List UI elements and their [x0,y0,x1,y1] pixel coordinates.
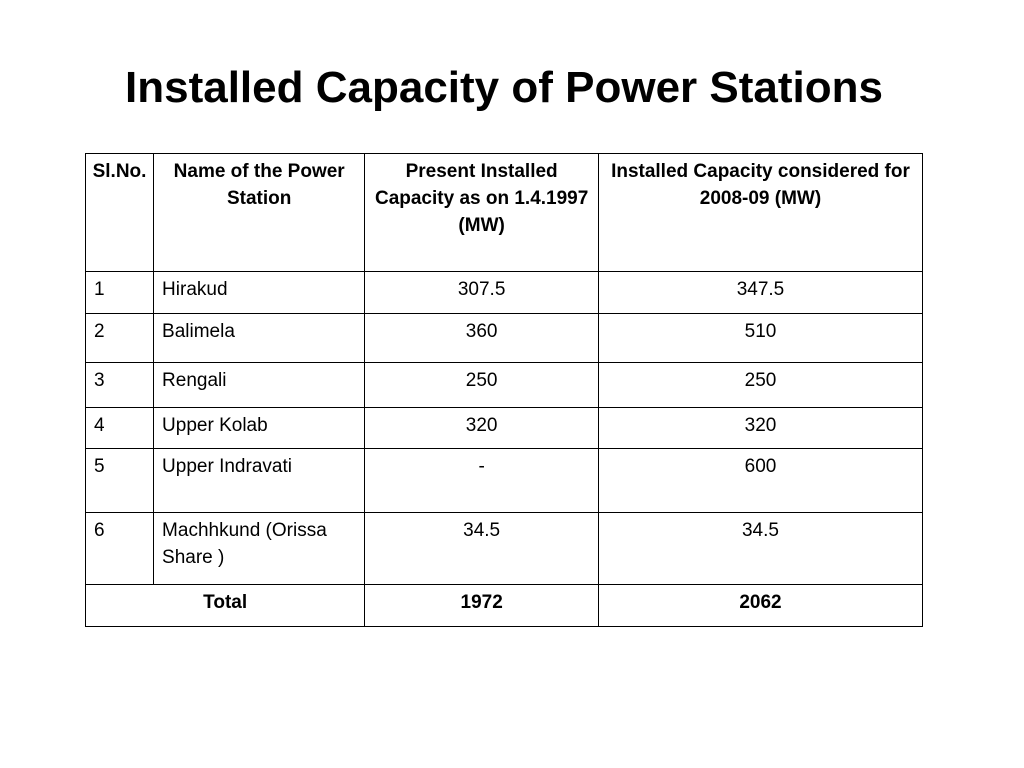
header-present-capacity: Present Installed Capacity as on 1.4.199… [364,153,599,272]
cell-sl-no: 5 [84,448,155,513]
cell-present-capacity: 307.5 [364,271,599,314]
cell-sl-no: 4 [84,407,155,449]
cell-considered-capacity: 510 [597,313,924,363]
header-station-name: Name of the Power Station [153,153,366,272]
total-label: Total [84,584,366,627]
power-stations-table: Sl.No. Name of the Power Station Present… [84,153,924,627]
cell-considered-capacity: 250 [597,362,924,408]
cell-station-name: Hirakud [153,271,366,314]
total-considered-capacity: 2062 [597,584,924,627]
cell-considered-capacity: 600 [597,448,924,513]
total-row: Total 1972 2062 [84,584,924,627]
cell-station-name: Machhkund (Orissa Share ) [153,512,366,585]
table-header-row: Sl.No. Name of the Power Station Present… [84,153,924,272]
cell-present-capacity: 34.5 [364,512,599,585]
cell-considered-capacity: 34.5 [597,512,924,585]
table-row: 5 Upper Indravati - 600 [84,448,924,513]
header-considered-capacity: Installed Capacity considered for 2008-0… [597,153,924,272]
total-present-capacity: 1972 [364,584,599,627]
cell-sl-no: 2 [84,313,155,363]
cell-considered-capacity: 347.5 [597,271,924,314]
cell-considered-capacity: 320 [597,407,924,449]
table-row: 4 Upper Kolab 320 320 [84,407,924,449]
cell-present-capacity: 250 [364,362,599,408]
page-title: Installed Capacity of Power Stations [125,63,883,112]
cell-station-name: Upper Kolab [153,407,366,449]
table-row: 2 Balimela 360 510 [84,313,924,363]
cell-present-capacity: - [364,448,599,513]
cell-sl-no: 1 [84,271,155,314]
cell-sl-no: 6 [84,512,155,585]
table-row: 1 Hirakud 307.5 347.5 [84,271,924,314]
table-row: 6 Machhkund (Orissa Share ) 34.5 34.5 [84,512,924,585]
header-sl-no: Sl.No. [84,153,155,272]
table-row: 3 Rengali 250 250 [84,362,924,408]
cell-present-capacity: 320 [364,407,599,449]
cell-station-name: Balimela [153,313,366,363]
cell-station-name: Upper Indravati [153,448,366,513]
cell-sl-no: 3 [84,362,155,408]
cell-station-name: Rengali [153,362,366,408]
cell-present-capacity: 360 [364,313,599,363]
